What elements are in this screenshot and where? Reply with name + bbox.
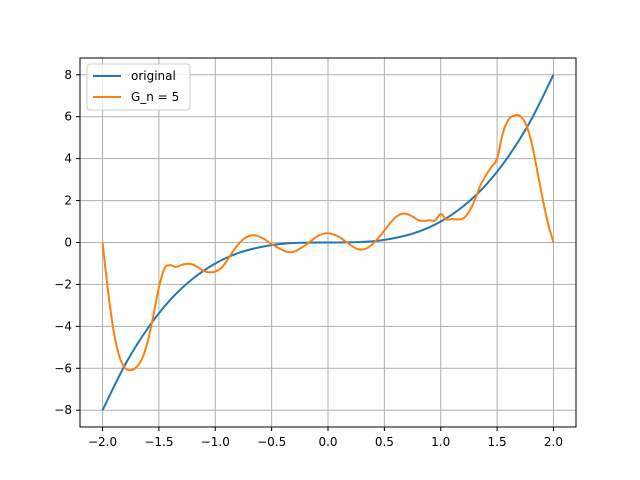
y-tick-label: −6 <box>54 361 72 375</box>
y-tick-label: 4 <box>64 152 72 166</box>
x-tick-label: −1.0 <box>201 435 230 449</box>
y-tick-label: −8 <box>54 403 72 417</box>
x-tick-label: −2.0 <box>88 435 117 449</box>
legend-label-original: original <box>131 69 176 83</box>
x-tick-label: 2.0 <box>544 435 563 449</box>
series-line-original <box>101 74 555 411</box>
y-tick-label: 8 <box>64 68 72 82</box>
x-tick-label: 1.0 <box>431 435 450 449</box>
y-axis: −8 −6 −4 −2 0 2 4 6 8 <box>54 68 80 417</box>
x-tick-label: −1.5 <box>144 435 173 449</box>
y-tick-label: −4 <box>54 319 72 333</box>
y-tick-label: −2 <box>54 277 72 291</box>
legend: original G_n = 5 <box>86 63 191 111</box>
y-tick-label: 0 <box>64 236 72 250</box>
series-layer <box>101 74 555 411</box>
x-tick-label: −0.5 <box>257 435 286 449</box>
y-tick-label: 2 <box>64 194 72 208</box>
legend-label-g-n: G_n = 5 <box>131 90 179 104</box>
y-tick-label: 6 <box>64 110 72 124</box>
x-axis: −2.0 −1.5 −1.0 −0.5 0.0 0.5 1.0 1.5 2.0 <box>88 427 563 449</box>
x-tick-label: 0.5 <box>375 435 394 449</box>
x-tick-label: 0.0 <box>318 435 337 449</box>
series-line-g-n <box>101 113 555 372</box>
x-tick-label: 1.5 <box>488 435 507 449</box>
